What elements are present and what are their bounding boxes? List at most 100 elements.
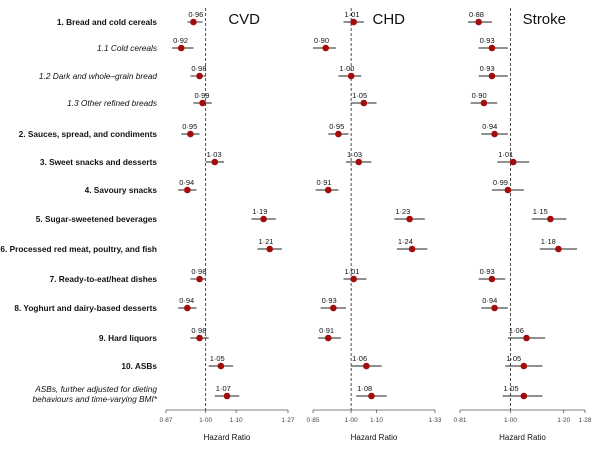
panel-title: CVD [228, 11, 260, 28]
hr-value-label: 1·05 [210, 354, 225, 363]
hr-value-label: 1·05 [352, 91, 367, 100]
row-label: 6. Processed red meat, poultry, and fish [0, 244, 157, 254]
hr-point [406, 215, 413, 223]
hr-point [266, 245, 274, 253]
x-tick-label: 1·27 [281, 417, 294, 424]
row-label: 3. Sweet snacks and desserts [40, 157, 158, 167]
hr-point [217, 362, 225, 370]
hr-point [322, 44, 330, 52]
hr-point [196, 275, 203, 283]
hr-value-label: 1·03 [347, 150, 362, 159]
hr-point [211, 158, 219, 166]
hr-point [363, 362, 370, 370]
x-tick-label: 1·10 [230, 417, 243, 424]
hr-value-label: 1·07 [216, 384, 231, 393]
hr-value-label: 1·23 [395, 207, 410, 216]
row-label: 8. Yoghurt and dairy-based desserts [14, 303, 157, 313]
hr-point [488, 44, 496, 52]
row-label: 5. Sugar-sweetened beverages [36, 214, 158, 224]
row-label: 7. Ready-to-eat/heat dishes [50, 274, 158, 284]
x-tick-label: 0·87 [159, 417, 172, 424]
hr-value-label: 0·95 [182, 122, 197, 131]
hr-point [491, 130, 498, 138]
hr-point [360, 99, 368, 107]
hr-point [520, 362, 528, 370]
hr-point [199, 99, 206, 107]
hr-value-label: 1·06 [352, 354, 367, 363]
hr-point [335, 130, 342, 138]
hr-value-label: 0·94 [179, 178, 194, 187]
hr-point [368, 392, 375, 400]
hr-value-label: 0·98 [191, 326, 206, 335]
hr-value-label: 0·93 [480, 36, 495, 45]
hr-value-label: 0·94 [482, 296, 497, 305]
hr-value-label: 1·01 [345, 10, 360, 19]
hr-point [480, 99, 488, 107]
hr-value-label: 0·99 [493, 178, 508, 187]
hr-value-label: 0·96 [188, 10, 203, 19]
panel-title: CHD [373, 11, 406, 28]
x-tick-label: 1·00 [504, 417, 517, 424]
hr-value-label: 0·91 [317, 178, 332, 187]
hr-point [350, 18, 357, 26]
x-axis-title: Hazard Ratio [351, 433, 398, 442]
hr-value-label: 1·19 [252, 207, 267, 216]
x-tick-label: 1·00 [345, 417, 358, 424]
hr-value-label: 0·98 [191, 267, 206, 276]
hr-point [260, 215, 267, 223]
row-label: 1. Bread and cold cereals [57, 17, 157, 27]
x-tick-label: 1·20 [557, 417, 570, 424]
hr-point [488, 275, 496, 283]
hr-value-label: 1·00 [339, 64, 354, 73]
hr-value-label: 1·01 [498, 150, 513, 159]
hr-value-label: 0·98 [191, 64, 206, 73]
hr-value-label: 0·95 [329, 122, 344, 131]
hr-point [324, 334, 332, 342]
hr-value-label: 0·94 [482, 122, 497, 131]
x-tick-label: 0·81 [453, 417, 466, 424]
hr-value-label: 1·18 [541, 237, 556, 246]
row-label: 1.3 Other refined breads [67, 98, 157, 108]
hr-value-label: 1·05 [504, 384, 519, 393]
hr-point [196, 72, 203, 80]
hr-point [504, 186, 512, 194]
hr-value-label: 0·99 [194, 91, 209, 100]
hr-value-label: 0·93 [322, 296, 337, 305]
row-label: 2. Sauces, spread, and condiments [19, 129, 158, 139]
hr-value-label: 0·91 [319, 326, 334, 335]
hr-point [555, 245, 562, 253]
hr-value-label: 0·93 [480, 267, 495, 276]
hr-value-label: 0·93 [480, 64, 495, 73]
x-axis-title: Hazard Ratio [204, 433, 251, 442]
hr-value-label: 1·03 [207, 150, 222, 159]
hr-point [347, 72, 355, 80]
row-label-line: behaviours and time-varying BMI* [32, 394, 157, 404]
hr-point [223, 392, 231, 400]
hr-point [520, 392, 528, 400]
hr-value-label: 0·90 [472, 91, 487, 100]
hr-value-label: 1·21 [259, 237, 274, 246]
hr-point [196, 334, 203, 342]
hr-value-label: 0·92 [173, 36, 188, 45]
row-label-line: ASBs, further adjusted for dieting [34, 384, 157, 394]
hr-value-label: 1·24 [398, 237, 413, 246]
hr-point [355, 158, 363, 166]
hr-value-label: 1·15 [533, 207, 548, 216]
panel-title: Stroke [523, 11, 566, 28]
hr-point [187, 130, 194, 138]
row-label: 4. Savoury snacks [85, 185, 158, 195]
hr-point [523, 334, 530, 342]
x-tick-label: 1·28 [578, 417, 591, 424]
hr-point [475, 18, 482, 26]
row-label: 1.2 Dark and whole–grain bread [39, 71, 157, 81]
hr-point [547, 215, 554, 223]
hr-value-label: 1·08 [357, 384, 372, 393]
row-label: 10. ASBs [121, 361, 157, 371]
hr-value-label: 0·88 [469, 10, 484, 19]
x-tick-label: 1·00 [199, 417, 212, 424]
hr-point [488, 72, 496, 80]
x-tick-label: 1·10 [370, 417, 383, 424]
hr-value-label: 0·90 [314, 36, 329, 45]
